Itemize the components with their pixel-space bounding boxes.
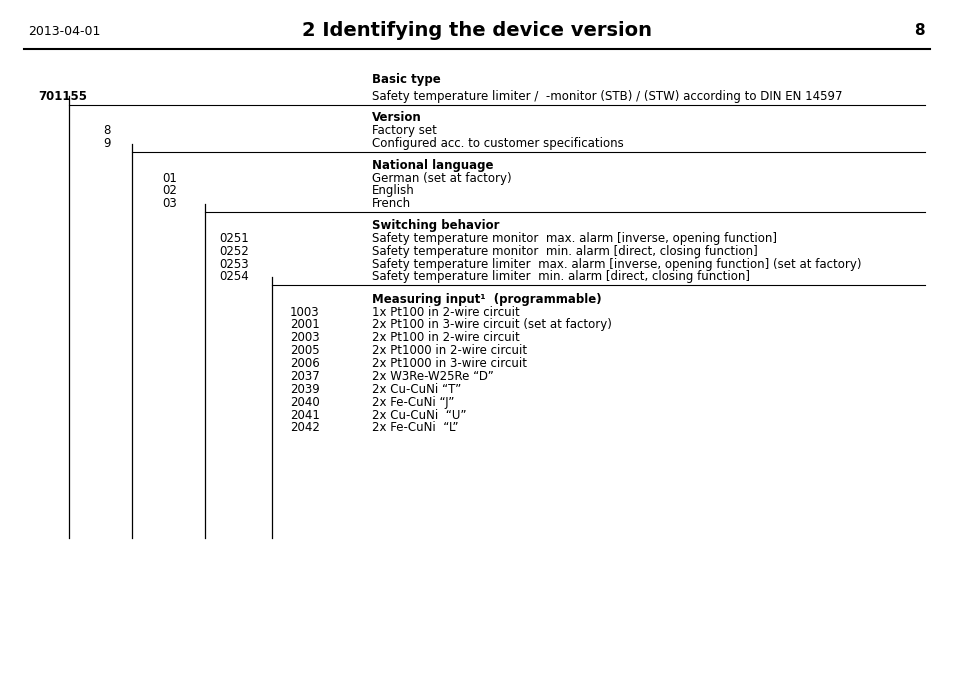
Text: 2001: 2001 [290,318,319,332]
Text: 8: 8 [913,23,923,38]
Text: 2013-04-01: 2013-04-01 [29,25,101,39]
Text: Safety temperature limiter  min. alarm [direct, closing function]: Safety temperature limiter min. alarm [d… [372,270,749,284]
Text: 01: 01 [162,171,177,185]
Text: 2040: 2040 [290,395,319,409]
Text: 2x Pt1000 in 2-wire circuit: 2x Pt1000 in 2-wire circuit [372,344,527,357]
Text: 2x W3Re-W25Re “D”: 2x W3Re-W25Re “D” [372,370,494,383]
Text: French: French [372,197,411,211]
Text: 0253: 0253 [219,257,249,271]
Text: Safety temperature monitor  max. alarm [inverse, opening function]: Safety temperature monitor max. alarm [i… [372,232,777,245]
Text: 701155: 701155 [38,89,87,103]
Text: Factory set: Factory set [372,124,436,137]
Text: 03: 03 [162,197,176,211]
Text: 2x Fe-CuNi “J”: 2x Fe-CuNi “J” [372,395,454,409]
Text: Safety temperature limiter /  -monitor (STB) / (STW) according to DIN EN 14597: Safety temperature limiter / -monitor (S… [372,89,841,103]
Text: Measuring input¹  (programmable): Measuring input¹ (programmable) [372,292,601,306]
Text: 2x Pt100 in 3-wire circuit (set at factory): 2x Pt100 in 3-wire circuit (set at facto… [372,318,611,332]
Text: Basic type: Basic type [372,73,440,87]
Text: 0251: 0251 [219,232,249,245]
Text: Version: Version [372,111,421,125]
Text: 2042: 2042 [290,421,319,435]
Text: 2041: 2041 [290,408,319,422]
Text: 2039: 2039 [290,383,319,396]
Text: 2 Identifying the device version: 2 Identifying the device version [302,21,651,40]
Text: 2x Pt100 in 2-wire circuit: 2x Pt100 in 2-wire circuit [372,331,519,345]
Text: 02: 02 [162,184,177,198]
Text: 2005: 2005 [290,344,319,357]
Text: 0252: 0252 [219,244,249,258]
Text: 9: 9 [103,137,111,150]
Text: 2006: 2006 [290,357,319,370]
Text: 2x Cu-CuNi “T”: 2x Cu-CuNi “T” [372,383,461,396]
Text: English: English [372,184,415,198]
Text: 1x Pt100 in 2-wire circuit: 1x Pt100 in 2-wire circuit [372,305,519,319]
Text: Switching behavior: Switching behavior [372,219,499,232]
Text: 2003: 2003 [290,331,319,345]
Text: 8: 8 [103,124,111,137]
Text: 0254: 0254 [219,270,249,284]
Text: Safety temperature monitor  min. alarm [direct, closing function]: Safety temperature monitor min. alarm [d… [372,244,757,258]
Text: 1003: 1003 [290,305,319,319]
Text: 2x Pt1000 in 3-wire circuit: 2x Pt1000 in 3-wire circuit [372,357,526,370]
Text: Safety temperature limiter  max. alarm [inverse, opening function] (set at facto: Safety temperature limiter max. alarm [i… [372,257,861,271]
Text: 2x Cu-CuNi  “U”: 2x Cu-CuNi “U” [372,408,466,422]
Text: German (set at factory): German (set at factory) [372,171,511,185]
Text: National language: National language [372,158,493,172]
Text: 2x Fe-CuNi  “L”: 2x Fe-CuNi “L” [372,421,458,435]
Text: 2037: 2037 [290,370,319,383]
Text: Configured acc. to customer specifications: Configured acc. to customer specificatio… [372,137,623,150]
